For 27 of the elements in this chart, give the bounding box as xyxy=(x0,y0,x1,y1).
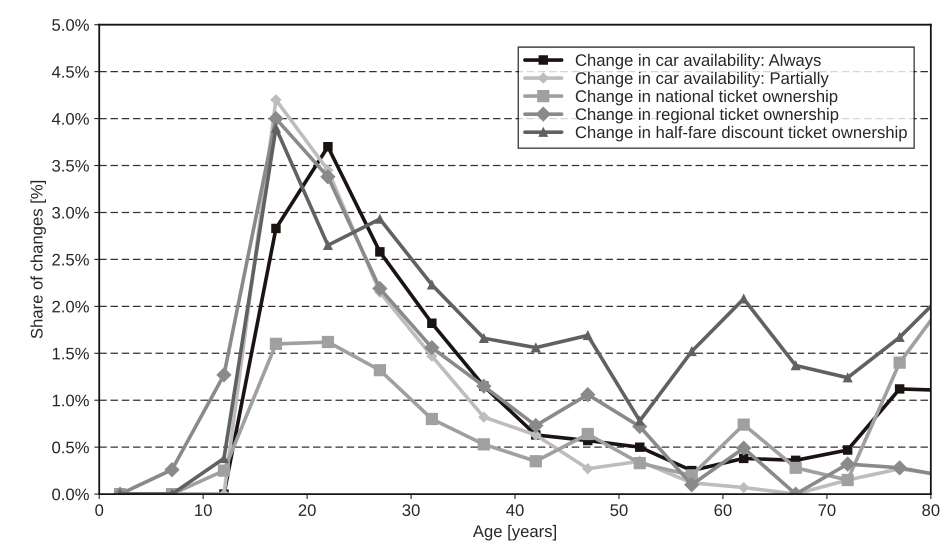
y-tick-label: 1.0% xyxy=(52,394,89,406)
y-tick-label: 2.0% xyxy=(52,300,89,313)
y-tick-label: 0.5% xyxy=(52,442,89,454)
x-tick-label: 80 xyxy=(922,504,940,516)
x-tick-label: 10 xyxy=(195,504,212,516)
x-tick-label: 0 xyxy=(95,504,104,516)
x-tick-label: 20 xyxy=(298,504,316,516)
y-tick-label: 4.5% xyxy=(52,66,89,78)
y-tick-label: 0.0% xyxy=(52,488,89,500)
x-tick-label: 40 xyxy=(506,504,524,516)
legend-label: Change in car availability: Always xyxy=(576,54,821,70)
y-tick-label: 5.0% xyxy=(52,19,89,31)
x-axis-title: Age [years] xyxy=(472,524,556,540)
legend-label: Change in half-fare discount ticket ownership xyxy=(576,126,907,142)
legend-label: Change in regional ticket ownership xyxy=(576,108,838,124)
x-tick-label: 70 xyxy=(818,504,836,516)
legend-label: Change in car availability: Partially xyxy=(576,72,829,88)
x-tick-label: 30 xyxy=(402,504,420,516)
y-tick-label: 1.5% xyxy=(52,348,89,360)
y-tick-label: 3.5% xyxy=(52,160,89,172)
y-tick-label: 4.0% xyxy=(52,112,89,125)
y-tick-label: 2.5% xyxy=(52,254,89,266)
legend-label: Change in national ticket ownership xyxy=(576,90,838,106)
y-tick-label: 3.0% xyxy=(52,206,89,219)
y-axis-title: Share of changes [%] xyxy=(30,180,46,338)
x-tick-label: 50 xyxy=(610,504,628,516)
x-tick-label: 60 xyxy=(714,504,732,516)
